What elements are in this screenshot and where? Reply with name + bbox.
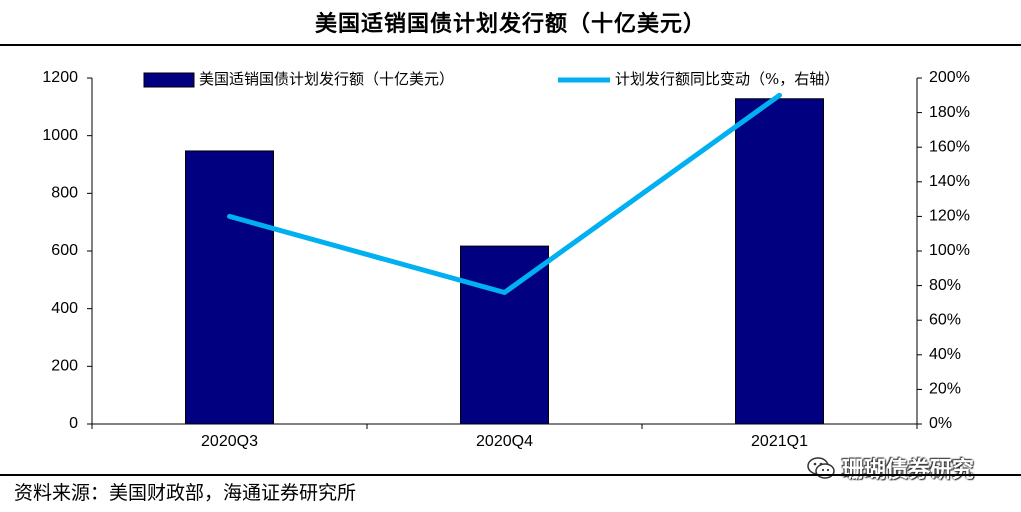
right-tick-label: 120%	[929, 208, 970, 225]
right-tick-label: 160%	[929, 138, 970, 155]
title-rule	[0, 44, 1021, 46]
right-tick-label: 200%	[929, 69, 970, 86]
bar	[735, 98, 824, 425]
right-tick-label: 140%	[929, 173, 970, 190]
right-tick-label: 20%	[929, 381, 961, 398]
legend-bar-label: 美国适销国债计划发行额（十亿美元）	[199, 70, 454, 88]
x-tick-label: 2020Q4	[476, 433, 533, 450]
right-tick-label: 0%	[929, 415, 952, 432]
chart-title: 美国适销国债计划发行额（十亿美元）	[314, 11, 706, 37]
left-tick-label: 1000	[42, 127, 78, 144]
left-tick-label: 1200	[42, 69, 78, 86]
watermark: 珊瑚债券研究	[806, 452, 974, 484]
source-rule	[0, 474, 1021, 476]
legend-bar-swatch	[143, 72, 195, 88]
left-tick-label: 0	[69, 415, 78, 432]
right-tick-label: 60%	[929, 311, 961, 328]
right-tick-label: 100%	[929, 242, 970, 259]
legend-line-label: 计划发行额同比变动（%，右轴）	[615, 70, 839, 88]
left-tick-label: 400	[51, 300, 78, 317]
x-tick-label: 2021Q1	[751, 433, 808, 450]
watermark-text: 珊瑚债券研究	[842, 458, 975, 483]
bar	[460, 245, 549, 425]
x-tick-label: 2020Q3	[201, 433, 258, 450]
source-note: 资料来源：美国财政部，海通证券研究所	[14, 482, 357, 504]
right-tick-label: 40%	[929, 346, 961, 363]
right-tick-label: 180%	[929, 104, 970, 121]
left-tick-label: 600	[51, 242, 78, 259]
wechat-icon	[807, 457, 835, 479]
left-tick-label: 200	[51, 358, 78, 375]
right-tick-label: 80%	[929, 277, 961, 294]
left-tick-label: 800	[51, 185, 78, 202]
bar	[185, 150, 274, 425]
